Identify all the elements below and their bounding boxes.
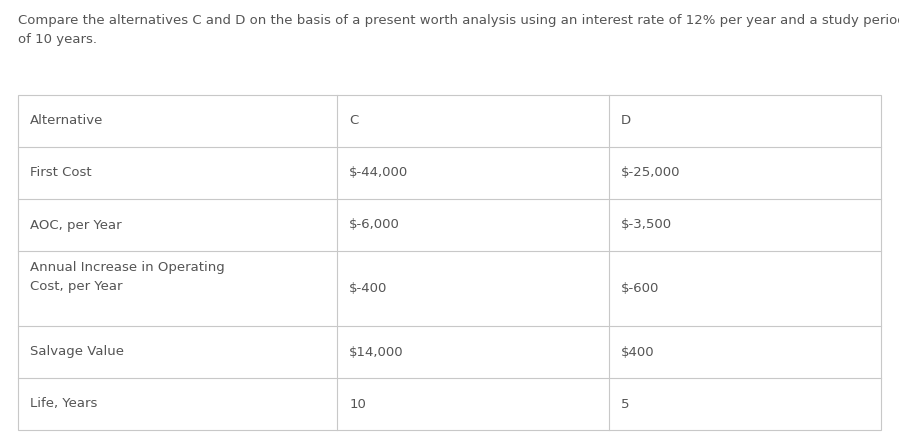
Text: $-6,000: $-6,000: [350, 218, 400, 232]
Text: Life, Years: Life, Years: [30, 397, 97, 411]
Text: C: C: [350, 115, 359, 127]
Text: $-25,000: $-25,000: [621, 167, 681, 179]
Text: Alternative: Alternative: [30, 115, 103, 127]
Text: AOC, per Year: AOC, per Year: [30, 218, 121, 232]
Text: First Cost: First Cost: [30, 167, 92, 179]
Text: Salvage Value: Salvage Value: [30, 345, 124, 359]
Text: Annual Increase in Operating
Cost, per Year: Annual Increase in Operating Cost, per Y…: [30, 261, 225, 293]
Text: 10: 10: [350, 397, 366, 411]
Text: $14,000: $14,000: [350, 345, 404, 359]
Text: $-44,000: $-44,000: [350, 167, 408, 179]
Text: $-600: $-600: [621, 282, 660, 295]
Text: $400: $400: [621, 345, 654, 359]
Text: 5: 5: [621, 397, 629, 411]
Text: D: D: [621, 115, 631, 127]
Text: Compare the alternatives C and D on the basis of a present worth analysis using : Compare the alternatives C and D on the …: [18, 14, 899, 46]
Text: $-3,500: $-3,500: [621, 218, 672, 232]
Bar: [18, 95, 881, 430]
Text: $-400: $-400: [350, 282, 387, 295]
